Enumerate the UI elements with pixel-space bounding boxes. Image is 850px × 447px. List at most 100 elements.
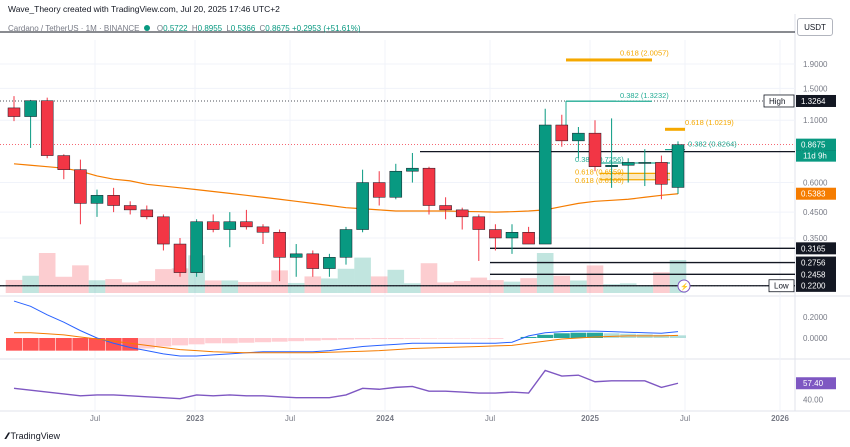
time-tick-label: Jul bbox=[285, 414, 295, 423]
candle-body bbox=[306, 253, 320, 269]
candle-body bbox=[538, 124, 552, 245]
volume-bar bbox=[138, 280, 156, 293]
macd-histogram-bar bbox=[520, 336, 537, 338]
candle-body bbox=[40, 100, 54, 156]
volume-bar bbox=[636, 285, 654, 293]
candle-body bbox=[140, 209, 154, 218]
candle-body bbox=[90, 195, 104, 204]
volume-bar bbox=[404, 283, 421, 293]
macd-histogram-bar bbox=[454, 338, 471, 339]
macd-histogram-bar bbox=[39, 338, 56, 351]
candle-body bbox=[339, 229, 353, 258]
macd-tick-label: 0.0000 bbox=[803, 334, 828, 343]
candle-body bbox=[173, 243, 187, 273]
volume-bar bbox=[287, 282, 305, 293]
volume-bar bbox=[453, 280, 471, 293]
rsi-value-tag bbox=[796, 377, 836, 390]
macd-histogram-bar bbox=[387, 338, 404, 340]
price-tag-value: 0.2200 bbox=[801, 282, 826, 291]
price-tick-label: 0.6000 bbox=[803, 179, 828, 188]
price-tag-value: 1.3264 bbox=[801, 97, 826, 106]
price-tick-label: 0.3500 bbox=[803, 234, 828, 243]
currency-button[interactable]: USDT bbox=[797, 18, 833, 36]
level-price-tag-label: 0.3165 bbox=[801, 244, 826, 253]
price-tick-label: 0.4500 bbox=[803, 208, 828, 217]
volume-bar bbox=[5, 279, 23, 293]
candle-body bbox=[455, 209, 469, 218]
volume-bar bbox=[204, 280, 222, 293]
volume-bar bbox=[420, 263, 438, 293]
macd-histogram-bar bbox=[437, 338, 454, 339]
macd-histogram-bar bbox=[22, 338, 39, 351]
fib-level-label: 0.382 (0.8264) bbox=[688, 140, 737, 149]
ohlc-open-label: O bbox=[156, 24, 164, 33]
price-tag-caption: Low bbox=[774, 282, 789, 291]
time-tick-label: 2023 bbox=[186, 414, 204, 423]
price-tag-value: 0.5383 bbox=[801, 190, 826, 199]
time-tick-label: Jul bbox=[485, 414, 495, 423]
macd-histogram-bar bbox=[354, 338, 371, 340]
rsi-value-tag-label: 57.40 bbox=[803, 379, 824, 388]
candle-body bbox=[605, 165, 618, 167]
time-tick-label: 2024 bbox=[376, 414, 394, 423]
price-tick-label: 1.5000 bbox=[803, 84, 828, 93]
macd-histogram-bar bbox=[205, 338, 222, 344]
countdown-tag bbox=[796, 150, 836, 162]
candle-body bbox=[24, 100, 37, 117]
price-tick-label: 1.9000 bbox=[803, 60, 828, 69]
candle-body bbox=[273, 232, 286, 258]
macd-line bbox=[13, 300, 679, 357]
volume-bar bbox=[370, 276, 388, 293]
volume-bar bbox=[337, 268, 355, 293]
volume-bar bbox=[171, 268, 189, 293]
time-tick-label: 2025 bbox=[581, 414, 599, 423]
ohlc-close-value: 0.8675 bbox=[265, 24, 290, 33]
candle-body bbox=[522, 232, 535, 245]
volume-bar bbox=[254, 281, 272, 293]
candle-body bbox=[240, 221, 253, 228]
macd-histogram-bar bbox=[304, 338, 321, 341]
candle-body bbox=[223, 221, 237, 230]
macd-histogram-bar bbox=[105, 338, 122, 351]
macd-histogram-bar bbox=[670, 335, 686, 338]
ohlc-open-value: 0.5722 bbox=[163, 24, 188, 33]
candle-body bbox=[671, 144, 685, 188]
macd-histogram-bar bbox=[288, 338, 305, 342]
level-price-tag bbox=[796, 256, 836, 269]
macd-histogram-bar bbox=[570, 332, 587, 338]
price-change: +0.2953 (+51.61%) bbox=[291, 24, 361, 33]
candle-body bbox=[256, 226, 270, 233]
ohlc-low-label: L bbox=[226, 24, 231, 33]
candle-body bbox=[74, 169, 87, 204]
macd-histogram-bar bbox=[188, 338, 205, 345]
candle-body bbox=[123, 205, 137, 211]
volume-bar bbox=[121, 282, 139, 293]
rsi-line bbox=[13, 369, 679, 400]
candle-body bbox=[588, 132, 602, 167]
tradingview-footer[interactable]: ⁄⁄⁄ TradingView bbox=[6, 431, 60, 441]
time-tick-label: Jul bbox=[680, 414, 690, 423]
volume-bar bbox=[72, 265, 89, 293]
volume-bar bbox=[619, 283, 637, 293]
price-tag-caption-box bbox=[768, 279, 795, 293]
macd-histogram-bar bbox=[122, 338, 139, 351]
symbol-title[interactable]: Cardano / TetherUS · 1M · BINANCE bbox=[8, 24, 140, 33]
candle-body bbox=[206, 221, 220, 230]
candle-body bbox=[572, 132, 585, 142]
macd-histogram-bar bbox=[587, 332, 603, 338]
candle-body bbox=[57, 155, 71, 170]
volume-bar bbox=[387, 269, 405, 293]
volume-bar bbox=[38, 253, 56, 293]
volume-bar bbox=[55, 276, 73, 293]
macd-histogram-bar bbox=[321, 338, 338, 341]
candle-body bbox=[389, 170, 403, 198]
macd-histogram-bar bbox=[421, 338, 437, 339]
volume-bar bbox=[570, 280, 587, 293]
time-tick-label: Jul bbox=[90, 414, 100, 423]
rsi-tick-label: 40.00 bbox=[803, 396, 824, 405]
fib-level-label: 0.382 (1.3232) bbox=[620, 91, 669, 100]
macd-histogram-bar bbox=[603, 333, 620, 338]
price-tag-caption-box bbox=[763, 94, 795, 108]
ohlc-high-value: 0.8955 bbox=[197, 24, 223, 33]
